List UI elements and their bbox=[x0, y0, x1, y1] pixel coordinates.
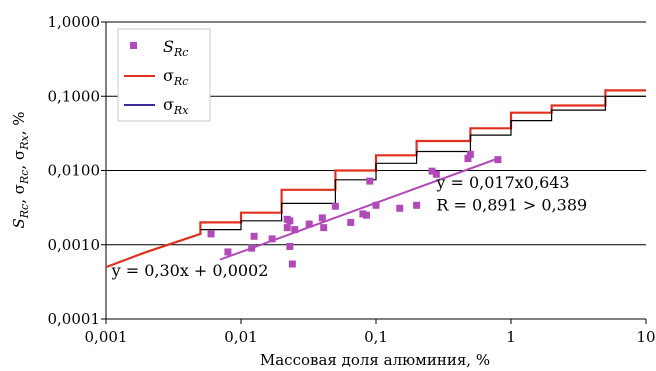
data-point bbox=[428, 167, 436, 175]
x-axis-label: Массовая доля алюминия, % bbox=[260, 351, 490, 369]
data-point bbox=[362, 211, 370, 219]
svg-text:SRc: SRc bbox=[163, 37, 188, 59]
data-point bbox=[268, 235, 276, 243]
x-tick-label: 1 bbox=[506, 328, 516, 346]
annotation-1: y = 0,017x0,643 bbox=[435, 173, 569, 192]
y-tick-label: 0,0010 bbox=[48, 236, 101, 254]
data-point bbox=[288, 260, 296, 268]
y-axis-label: SRc, σRc, σRx, % bbox=[10, 111, 31, 228]
data-point bbox=[347, 218, 355, 226]
data-point bbox=[466, 150, 474, 158]
series-line-trend bbox=[219, 157, 499, 261]
y-tick-label: 1,0000 bbox=[48, 13, 101, 31]
data-point bbox=[359, 210, 367, 218]
data-point bbox=[494, 156, 502, 164]
annotation-2: R = 0,891 > 0,389 bbox=[436, 195, 587, 214]
y-tick-label: 0,0001 bbox=[48, 310, 101, 328]
data-point bbox=[224, 248, 232, 256]
annotations: y = 0,017x0,643 R = 0,891 > 0,389 y = 0,30… bbox=[111, 173, 588, 280]
legend-item-sigma-rc: σRc bbox=[124, 66, 188, 88]
data-point bbox=[366, 177, 374, 185]
legend: SRc σRc σRx bbox=[117, 28, 211, 122]
data-point bbox=[207, 230, 215, 238]
tick-labels: 0,001 0,01 0,1 1 10 0,0001 0,0010 0,0100 0,1000 1… bbox=[48, 13, 656, 346]
data-point bbox=[320, 224, 328, 232]
y-tick-label: 0,1000 bbox=[48, 87, 101, 105]
legend-square-icon bbox=[130, 42, 137, 49]
data-point bbox=[283, 224, 291, 232]
data-point bbox=[286, 217, 294, 225]
svg-text:σRc: σRc bbox=[163, 66, 188, 88]
data-point bbox=[331, 202, 339, 210]
data-point bbox=[248, 244, 256, 252]
data-point bbox=[464, 155, 472, 163]
legend-item-s-rc: SRc bbox=[130, 37, 188, 59]
y-tick-label: 0,0100 bbox=[48, 162, 101, 180]
series-lines bbox=[105, 89, 646, 269]
data-point bbox=[432, 170, 440, 178]
data-point bbox=[286, 242, 294, 250]
x-tick-label: 0,1 bbox=[364, 328, 388, 346]
data-point bbox=[372, 201, 380, 209]
svg-text:σRx: σRx bbox=[163, 95, 189, 117]
data-point bbox=[291, 226, 299, 234]
data-point bbox=[305, 220, 313, 228]
data-point bbox=[250, 232, 258, 240]
legend-item-sigma-rx: σRx bbox=[124, 95, 189, 117]
x-tick-label: 0,001 bbox=[85, 328, 128, 346]
data-point bbox=[396, 204, 404, 212]
series-points bbox=[207, 150, 502, 268]
annotation-3: y = 0,30x + 0,0002 bbox=[111, 261, 269, 280]
svg-text:SRc, σRc, σRx, %: SRc, σRc, σRx, % bbox=[10, 111, 31, 228]
data-point bbox=[318, 214, 326, 222]
data-point bbox=[413, 201, 421, 209]
series-line-rx bbox=[200, 95, 646, 231]
x-tick-label: 0,01 bbox=[224, 328, 257, 346]
x-tick-label: 10 bbox=[636, 328, 655, 346]
